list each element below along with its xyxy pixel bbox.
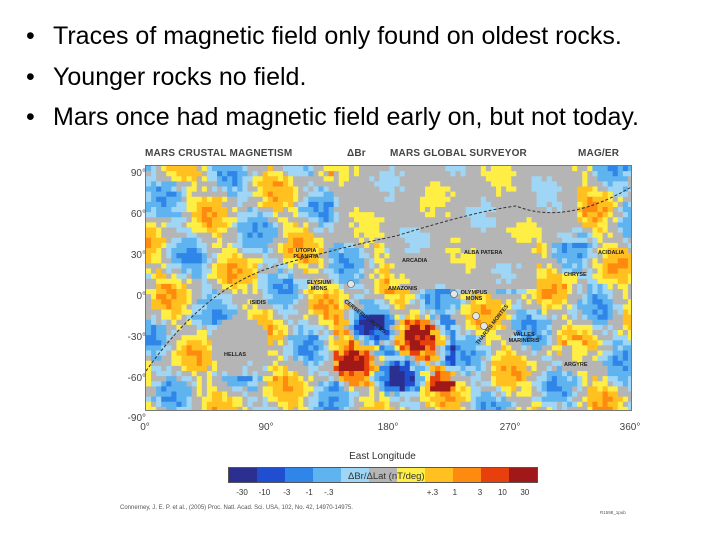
- figure-title-symbol: ΔBr: [347, 148, 366, 159]
- x-tick-label: 180°: [378, 422, 399, 433]
- colorbar-tick-label: 10: [498, 488, 507, 497]
- colorbar-label: ΔBr/ΔLat (nT/deg): [348, 471, 425, 482]
- colorbar-swatch: [509, 468, 537, 482]
- colorbar-swatch: [453, 468, 481, 482]
- colorbar-tick-label: 30: [520, 488, 529, 497]
- y-tick-label: 30°: [118, 250, 146, 261]
- volcano-marker: [451, 291, 458, 298]
- map-label-hellas: HELLAS: [224, 352, 246, 358]
- colorbar-swatch: [229, 468, 257, 482]
- x-axis-label: East Longitude: [110, 451, 655, 462]
- map-label-valles: VALLES MARINERIS: [504, 332, 544, 344]
- colorbar-swatch: [425, 468, 453, 482]
- colorbar-tick-label: 3: [478, 488, 482, 497]
- colorbar-tick-label: -10: [259, 488, 271, 497]
- y-tick-label: 90°: [118, 168, 146, 179]
- y-tick-label: 0°: [118, 291, 146, 302]
- bullet-text: Mars once had magnetic field early on, b…: [53, 103, 639, 131]
- map-label-elysium: ELYSIUM MONS: [304, 280, 334, 292]
- mars-magnetism-figure: MARS CRUSTAL MAGNETISM ΔBr MARS GLOBAL S…: [110, 138, 655, 523]
- map-label-chryse: CHRYSE: [564, 272, 587, 278]
- map-label-alba: ALBA PATERA: [464, 250, 502, 256]
- bullet-dot: •: [26, 16, 35, 57]
- bullet-text: Younger rocks no field.: [53, 63, 306, 91]
- colorbar-tick-label: +.3: [427, 488, 438, 497]
- map-label-utopia: UTOPIA PLANITIA: [286, 248, 326, 260]
- colorbar-tick-label: -3: [283, 488, 290, 497]
- x-tick-label: 270°: [500, 422, 521, 433]
- figure-title-left: MARS CRUSTAL MAGNETISM: [145, 148, 292, 159]
- map-label-acidalia: ACIDALIA: [598, 250, 624, 256]
- colorbar-swatch: [285, 468, 313, 482]
- citation: Connerney, J. E. P. et al., (2005) Proc.…: [120, 505, 353, 511]
- volcano-marker: [473, 313, 480, 320]
- x-tick-label: 0°: [140, 422, 150, 433]
- map-label-amazonis: AMAZONIS: [388, 286, 417, 292]
- x-tick-label: 90°: [258, 422, 273, 433]
- x-tick-label: 360°: [620, 422, 641, 433]
- magnetism-map: UTOPIA PLANITIA ARCADIA ALBA PATERA ACID…: [145, 165, 632, 411]
- colorbar-tick-label: -30: [236, 488, 248, 497]
- volcano-marker: [348, 281, 355, 288]
- map-label-argyre: ARGYRE: [564, 362, 588, 368]
- map-label-arcadia: ARCADIA: [402, 258, 427, 264]
- bullet-dot: •: [26, 57, 35, 98]
- colorbar-swatch: [313, 468, 341, 482]
- map-label-olympus: OLYMPUS MONS: [458, 290, 490, 302]
- figure-code: R1598_1pub: [600, 510, 626, 515]
- y-tick-label: -60°: [118, 373, 146, 384]
- bullet-item: • Younger rocks no field.: [26, 57, 716, 98]
- bullet-item: • Traces of magnetic field only found on …: [26, 16, 716, 57]
- y-tick-label: -30°: [118, 332, 146, 343]
- bullet-dot: •: [26, 97, 35, 138]
- colorbar-tick-label: 1: [453, 488, 457, 497]
- bullet-item: • Mars once had magnetic field early on, …: [26, 97, 716, 138]
- figure-title-right: MAG/ER: [578, 148, 619, 159]
- figure-title-center: MARS GLOBAL SURVEYOR: [390, 148, 527, 159]
- map-label-isidis: ISIDIS: [250, 300, 266, 306]
- y-tick-label: 60°: [118, 209, 146, 220]
- bullet-text: Traces of magnetic field only found on o…: [53, 22, 622, 50]
- colorbar-swatch: [257, 468, 285, 482]
- colorbar-tick-label: -1: [306, 488, 313, 497]
- bullet-list: • Traces of magnetic field only found on …: [26, 16, 716, 138]
- colorbar-swatch: [481, 468, 509, 482]
- colorbar-tick-label: -.3: [324, 488, 333, 497]
